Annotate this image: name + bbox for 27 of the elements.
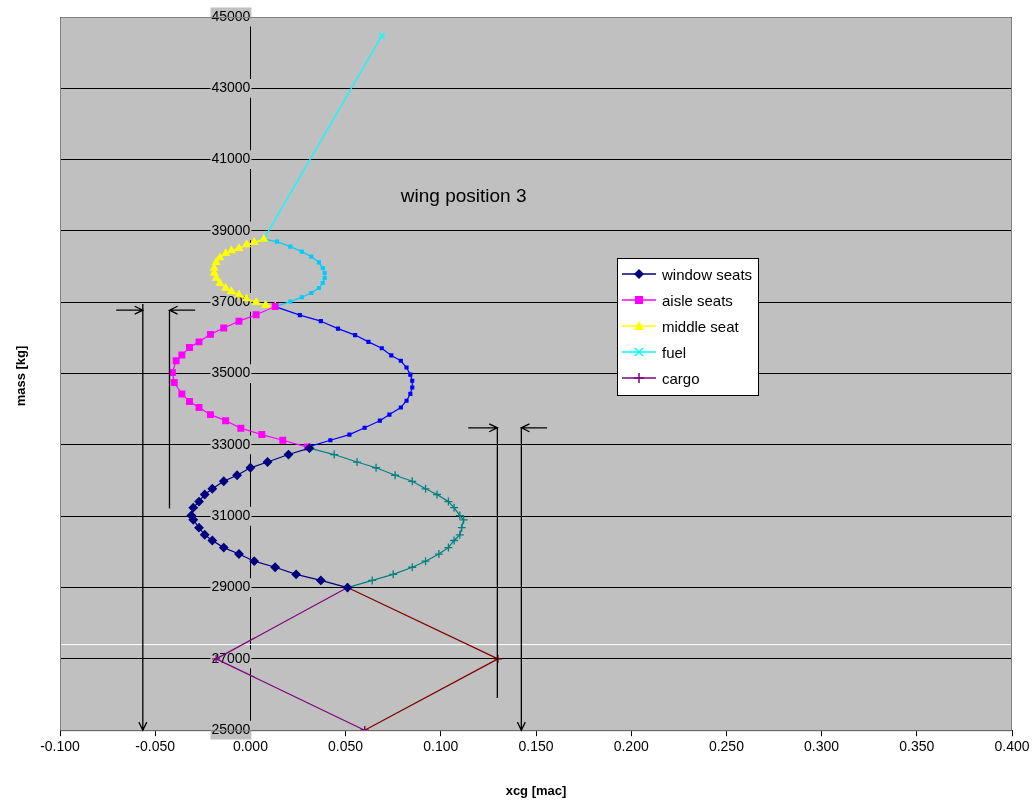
x-tick-label: 0.250 xyxy=(708,738,745,755)
annotation: wing position 3 xyxy=(400,184,527,207)
x-tick-label: 0.350 xyxy=(899,738,935,755)
y-tick-label: 33000 xyxy=(211,435,251,452)
x-tick-label: 0.150 xyxy=(518,738,554,755)
legend-label: cargo xyxy=(662,369,700,387)
x-tick-label: 0.100 xyxy=(423,738,459,755)
x-tick-label: 0.400 xyxy=(994,738,1030,755)
y-axis-title: mass [kg] xyxy=(12,345,28,407)
legend-label: window seats xyxy=(662,265,753,283)
legend-label: aisle seats xyxy=(662,291,733,309)
y-tick-label: 41000 xyxy=(211,150,251,167)
y-tick-label: 43000 xyxy=(211,79,251,96)
y-tick-label: 31000 xyxy=(211,507,251,524)
x-tick-label: 0.000 xyxy=(232,738,269,755)
x-tick-label: 0.050 xyxy=(328,738,364,755)
x-tick-label: 0.200 xyxy=(613,738,649,755)
legend-label: fuel xyxy=(662,343,687,361)
y-tick-label: 35000 xyxy=(211,364,251,381)
y-tick-label: 39000 xyxy=(211,221,251,238)
x-tick-label: -0.100 xyxy=(40,738,81,755)
x-tick-label: -0.050 xyxy=(135,738,176,755)
y-tick-label: 25000 xyxy=(211,721,251,738)
x-tick-label: 0.300 xyxy=(804,738,840,755)
x-axis-title: xcg [mac] xyxy=(505,782,567,798)
y-tick-label: 29000 xyxy=(211,578,251,595)
legend-label: middle seat xyxy=(662,317,739,335)
